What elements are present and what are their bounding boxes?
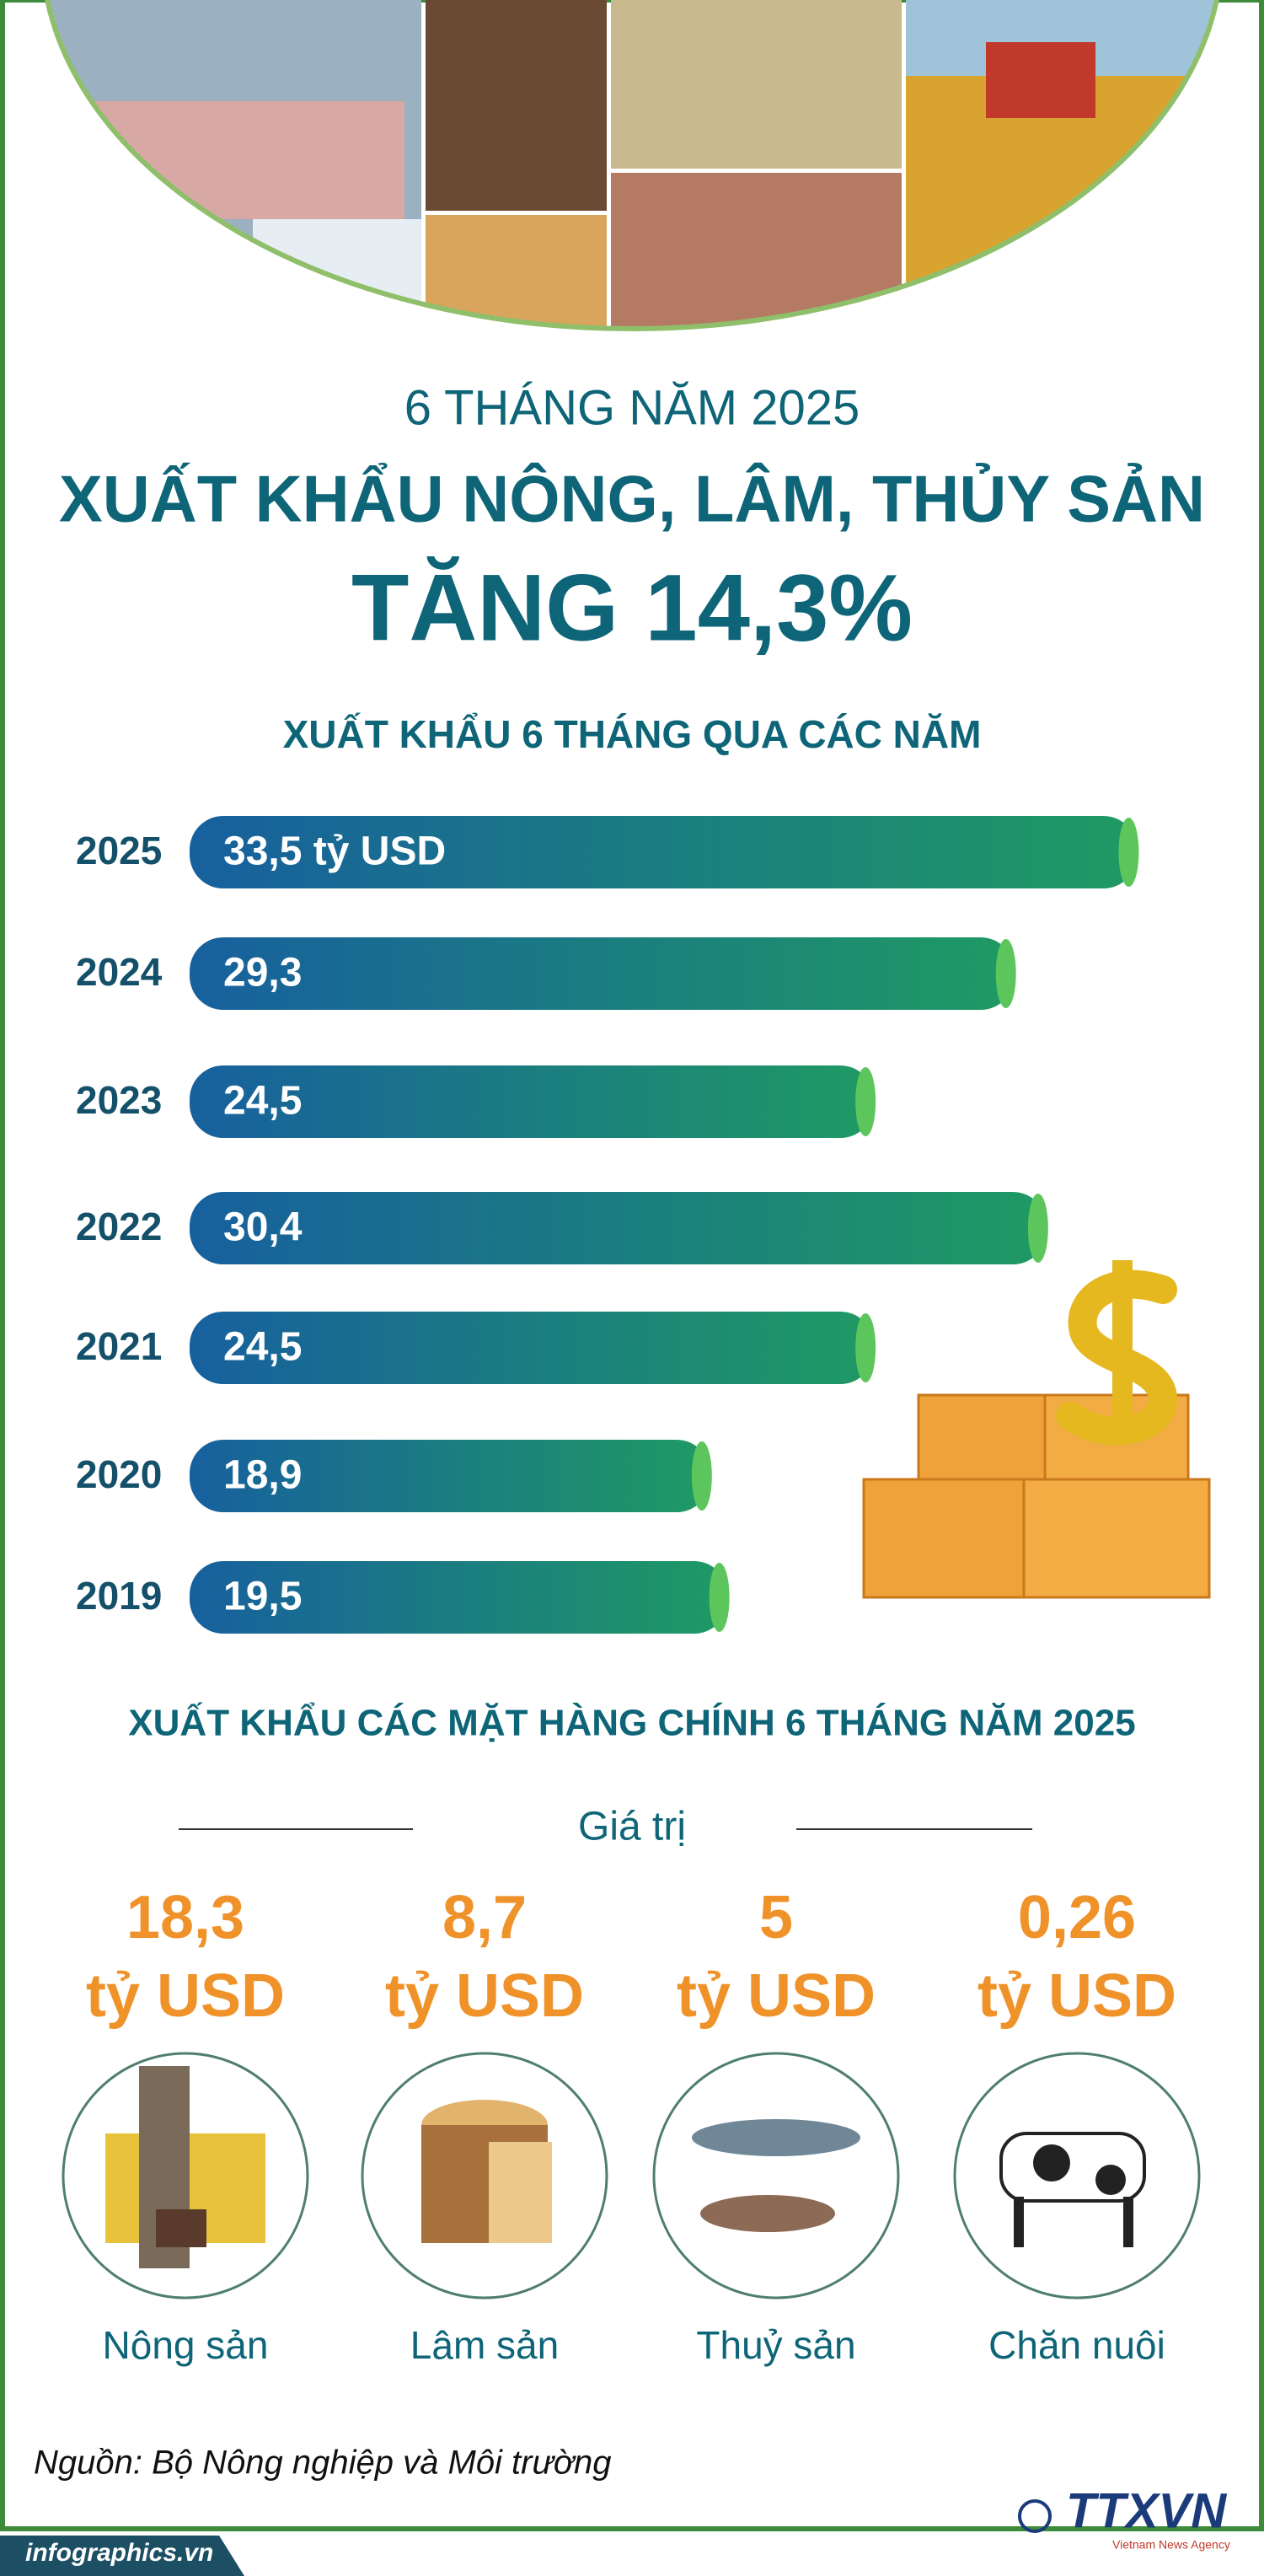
product-icon: [421, 2100, 552, 2243]
site: infographics.vn: [25, 2539, 213, 2567]
product-unit: tỷ USD: [977, 1962, 1176, 2030]
icon-shape: [1123, 2197, 1133, 2247]
bar: [190, 1561, 728, 1634]
product-icon: [105, 2066, 265, 2268]
bar: [190, 1440, 710, 1512]
icon-shape: [1014, 2197, 1024, 2247]
product-label: Nông sản: [103, 2323, 269, 2367]
icon-shape: [156, 2209, 206, 2247]
value-label: 29,3: [223, 951, 302, 996]
bar: [190, 937, 1015, 1010]
year-label: 2025: [76, 829, 162, 872]
value-label: 24,5: [223, 1079, 302, 1124]
product-label: Thuỷ sản: [696, 2323, 855, 2367]
bar: [190, 1192, 1047, 1264]
bar: [190, 816, 1138, 888]
year-label: 2020: [76, 1452, 162, 1496]
value-label: 33,5 tỷ USD: [223, 829, 446, 874]
logo-sub: Vietnam News Agency: [1112, 2538, 1230, 2552]
bar-cap: [1027, 1194, 1048, 1263]
icon-shape: [489, 2142, 552, 2243]
product-unit: tỷ USD: [86, 1962, 285, 2030]
bar-chart: 2025 33,5 tỷ USD 2024 29,3 2023 24,5 2022 30,4 2…: [76, 816, 1139, 1634]
year-label: 2021: [76, 1324, 162, 1368]
product-icon: [999, 2132, 1146, 2247]
footer-tab: [0, 2536, 244, 2576]
bar: [190, 1312, 875, 1384]
product-value: 0,26: [1018, 1884, 1136, 1951]
year-label: 2023: [76, 1078, 162, 1122]
icon-shape: [692, 2119, 860, 2156]
value-label: 30,4: [223, 1205, 303, 1250]
icon-shape: [1033, 2144, 1070, 2182]
icon-shape: [999, 2132, 1146, 2203]
product-label: Lâm sản: [410, 2323, 559, 2367]
kicker: 6 THÁNG NĂM 2025: [404, 380, 860, 435]
product-value: 8,7: [442, 1884, 527, 1951]
bar-cap: [855, 1067, 876, 1136]
collage-rim: [45, 0, 1219, 331]
value-label: 24,5: [223, 1325, 302, 1370]
bar-cap: [709, 1563, 730, 1632]
icon-shape: [700, 2195, 835, 2232]
value-label: 19,5: [223, 1575, 302, 1619]
bar-cap: [995, 939, 1016, 1008]
source: Nguồn: Bộ Nông nghiệp và Môi trường: [34, 2445, 612, 2482]
value-label: 18,9: [223, 1453, 302, 1498]
year-label: 2022: [76, 1205, 162, 1248]
icon-circle: [652, 2052, 900, 2300]
product-label: Chăn nuôi: [988, 2323, 1165, 2367]
title: XUẤT KHẨU NÔNG, LÂM, THỦY SẢN: [59, 462, 1205, 536]
copyright-icon: [1018, 2499, 1052, 2533]
photo-collage: [42, 0, 1222, 329]
product-value: 18,3: [126, 1884, 244, 1951]
year-label: 2019: [76, 1574, 162, 1618]
product-value: 5: [759, 1884, 793, 1951]
boxes-illustration: [862, 1260, 1211, 1599]
products-title: XUẤT KHẨU CÁC MẶT HÀNG CHÍNH 6 THÁNG NĂM…: [128, 1701, 1135, 1744]
highlight: TĂNG 14,3%: [351, 555, 913, 661]
bar-cap: [1118, 818, 1139, 887]
product-unit: tỷ USD: [677, 1962, 876, 2030]
bar-cap: [855, 1313, 876, 1382]
products-subtitle: Giá trị: [578, 1805, 686, 1849]
icon-shape: [1095, 2165, 1126, 2195]
bar: [190, 1065, 875, 1138]
product-icon: [692, 2119, 860, 2232]
year-label: 2024: [76, 950, 163, 994]
product-list: 18,3 tỷ USD Nông sản 8,7 tỷ USD Lâm sản 5 tỷ US…: [62, 1884, 1201, 2367]
product-unit: tỷ USD: [385, 1962, 584, 2030]
logo: TTXVN: [1066, 2483, 1227, 2538]
bar-cap: [691, 1441, 712, 1511]
chart-title: XUẤT KHẨU 6 THÁNG QUA CÁC NĂM: [283, 712, 982, 756]
